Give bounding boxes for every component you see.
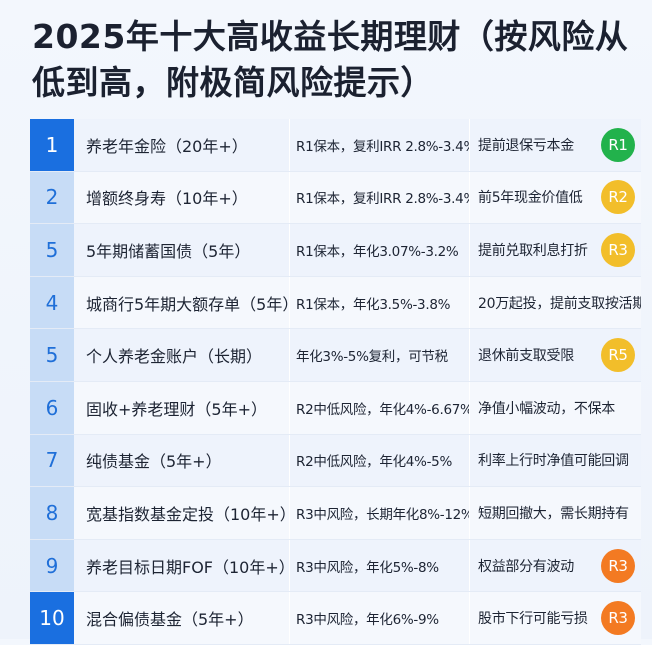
rank-number: 5 — [30, 224, 74, 276]
risk-text: 短期回撤大，需长期持有 — [478, 505, 629, 522]
risk-note: 权益部分有波动 R3 — [470, 539, 641, 592]
risk-level-badge: R3 — [601, 548, 635, 583]
product-name: 个人养老金账户（长期） — [74, 329, 290, 381]
rank-number: 5 — [30, 329, 74, 381]
table-row: 5 个人养老金账户（长期） 年化3%-5%复利，可节税 退休前支取受限 R5 — [30, 329, 641, 382]
product-name: 固收+养老理财（5年+） — [74, 381, 290, 434]
rank-number: 10 — [30, 592, 74, 644]
table-row: 5 5年期储蓄国债（5年） R1保本，年化3.07%-3.2% 提前兑取利息打折 R3 — [30, 224, 641, 277]
product-name: 混合偏债基金（5年+） — [74, 592, 290, 644]
product-name: 宽基指数基金定投（10年+） — [74, 487, 290, 539]
risk-level-badge: R3 — [601, 232, 635, 267]
product-name: 养老年金险（20年+） — [74, 119, 290, 171]
table-row: 1 养老年金险（20年+） R1保本，复利IRR 2.8%-3.4% 提前退保亏本金 R… — [30, 119, 641, 172]
return-info: R3中风险，年化6%-9% — [290, 592, 470, 644]
product-name: 纯债基金（5年+） — [74, 434, 290, 487]
table-row: 4 城商行5年期大额存单（5年） R1保本，年化3.5%-3.8% 20万起投，提前支… — [30, 276, 641, 330]
return-info: R2中低风险，年化4%-5% — [290, 434, 470, 487]
table-row: 7 纯债基金（5年+） R2中低风险，年化4%-5% 利率上行时净值可能回调 — [30, 434, 641, 488]
product-name: 城商行5年期大额存单（5年） — [74, 276, 290, 329]
return-info: R1保本，年化3.5%-3.8% — [290, 276, 470, 329]
product-name: 养老目标日期FOF（10年+） — [74, 539, 290, 592]
product-name: 5年期储蓄国债（5年） — [74, 224, 290, 276]
table-row: 9 养老目标日期FOF（10年+） R3中风险，年化5%-8% 权益部分有波动 R3 — [30, 539, 641, 593]
risk-text: 退休前支取受限 — [478, 348, 574, 365]
return-info: R2中低风险，年化4%-6.67% — [290, 381, 470, 434]
risk-note: 退休前支取受限 R5 — [470, 329, 641, 381]
risk-text: 股市下行可能亏损 — [478, 611, 588, 628]
table-row: 6 固收+养老理财（5年+） R2中低风险，年化4%-6.67% 净值小幅波动，不保本 — [30, 381, 641, 435]
risk-text: 权益部分有波动 — [478, 558, 574, 575]
risk-note: 前5年现金价值低 R2 — [470, 171, 641, 224]
table-row: 8 宽基指数基金定投（10年+） R3中风险，长期年化8%-12% 短期回撤大，需长期… — [30, 487, 641, 540]
rank-number: 1 — [30, 119, 74, 171]
risk-text: 20万起投，提前支取按活期算 — [478, 295, 641, 312]
product-table: 1 养老年金险（20年+） R1保本，复利IRR 2.8%-3.4% 提前退保亏本金 R… — [30, 119, 641, 645]
risk-note: 短期回撤大，需长期持有 — [470, 487, 641, 539]
rank-number: 8 — [30, 487, 74, 539]
risk-note: 股市下行可能亏损 R3 — [470, 592, 641, 644]
rank-number: 2 — [30, 171, 74, 224]
table-row: 10 混合偏债基金（5年+） R3中风险，年化6%-9% 股市下行可能亏损 R3 — [30, 592, 641, 645]
risk-note: 提前兑取利息打折 R3 — [470, 224, 641, 276]
risk-level-badge: R2 — [601, 180, 635, 215]
return-info: R1保本，复利IRR 2.8%-3.4% — [290, 119, 470, 171]
risk-text: 提前退保亏本金 — [478, 137, 574, 154]
risk-note: 利率上行时净值可能回调 — [470, 434, 641, 487]
risk-text: 利率上行时净值可能回调 — [478, 453, 629, 470]
risk-text: 前5年现金价值低 — [478, 190, 583, 207]
return-info: R1保本，复利IRR 2.8%-3.4% — [290, 171, 470, 224]
return-info: R3中风险，年化5%-8% — [290, 539, 470, 592]
risk-note: 20万起投，提前支取按活期算 — [470, 276, 641, 329]
risk-text: 提前兑取利息打折 — [478, 242, 588, 259]
table-row: 2 增额终身寿（10年+） R1保本，复利IRR 2.8%-3.4% 前5年现金价值低… — [30, 171, 641, 225]
rank-number: 7 — [30, 434, 74, 487]
page-title: 2025年十大高收益长期理财（按风险从低到高，附极简风险提示） — [32, 17, 629, 102]
risk-note: 提前退保亏本金 R1 — [470, 119, 641, 171]
return-info: R1保本，年化3.07%-3.2% — [290, 224, 470, 276]
rank-number: 4 — [30, 276, 74, 329]
return-info: R3中风险，长期年化8%-12% — [290, 487, 470, 539]
rank-number: 9 — [30, 539, 74, 592]
risk-note: 净值小幅波动，不保本 — [470, 381, 641, 434]
risk-level-badge: R1 — [601, 127, 635, 162]
risk-text: 净值小幅波动，不保本 — [478, 400, 615, 417]
rank-number: 6 — [30, 381, 74, 434]
return-info: 年化3%-5%复利，可节税 — [290, 329, 470, 381]
risk-level-badge: R5 — [601, 338, 635, 373]
risk-level-badge: R3 — [601, 601, 635, 636]
product-name: 增额终身寿（10年+） — [74, 171, 290, 224]
